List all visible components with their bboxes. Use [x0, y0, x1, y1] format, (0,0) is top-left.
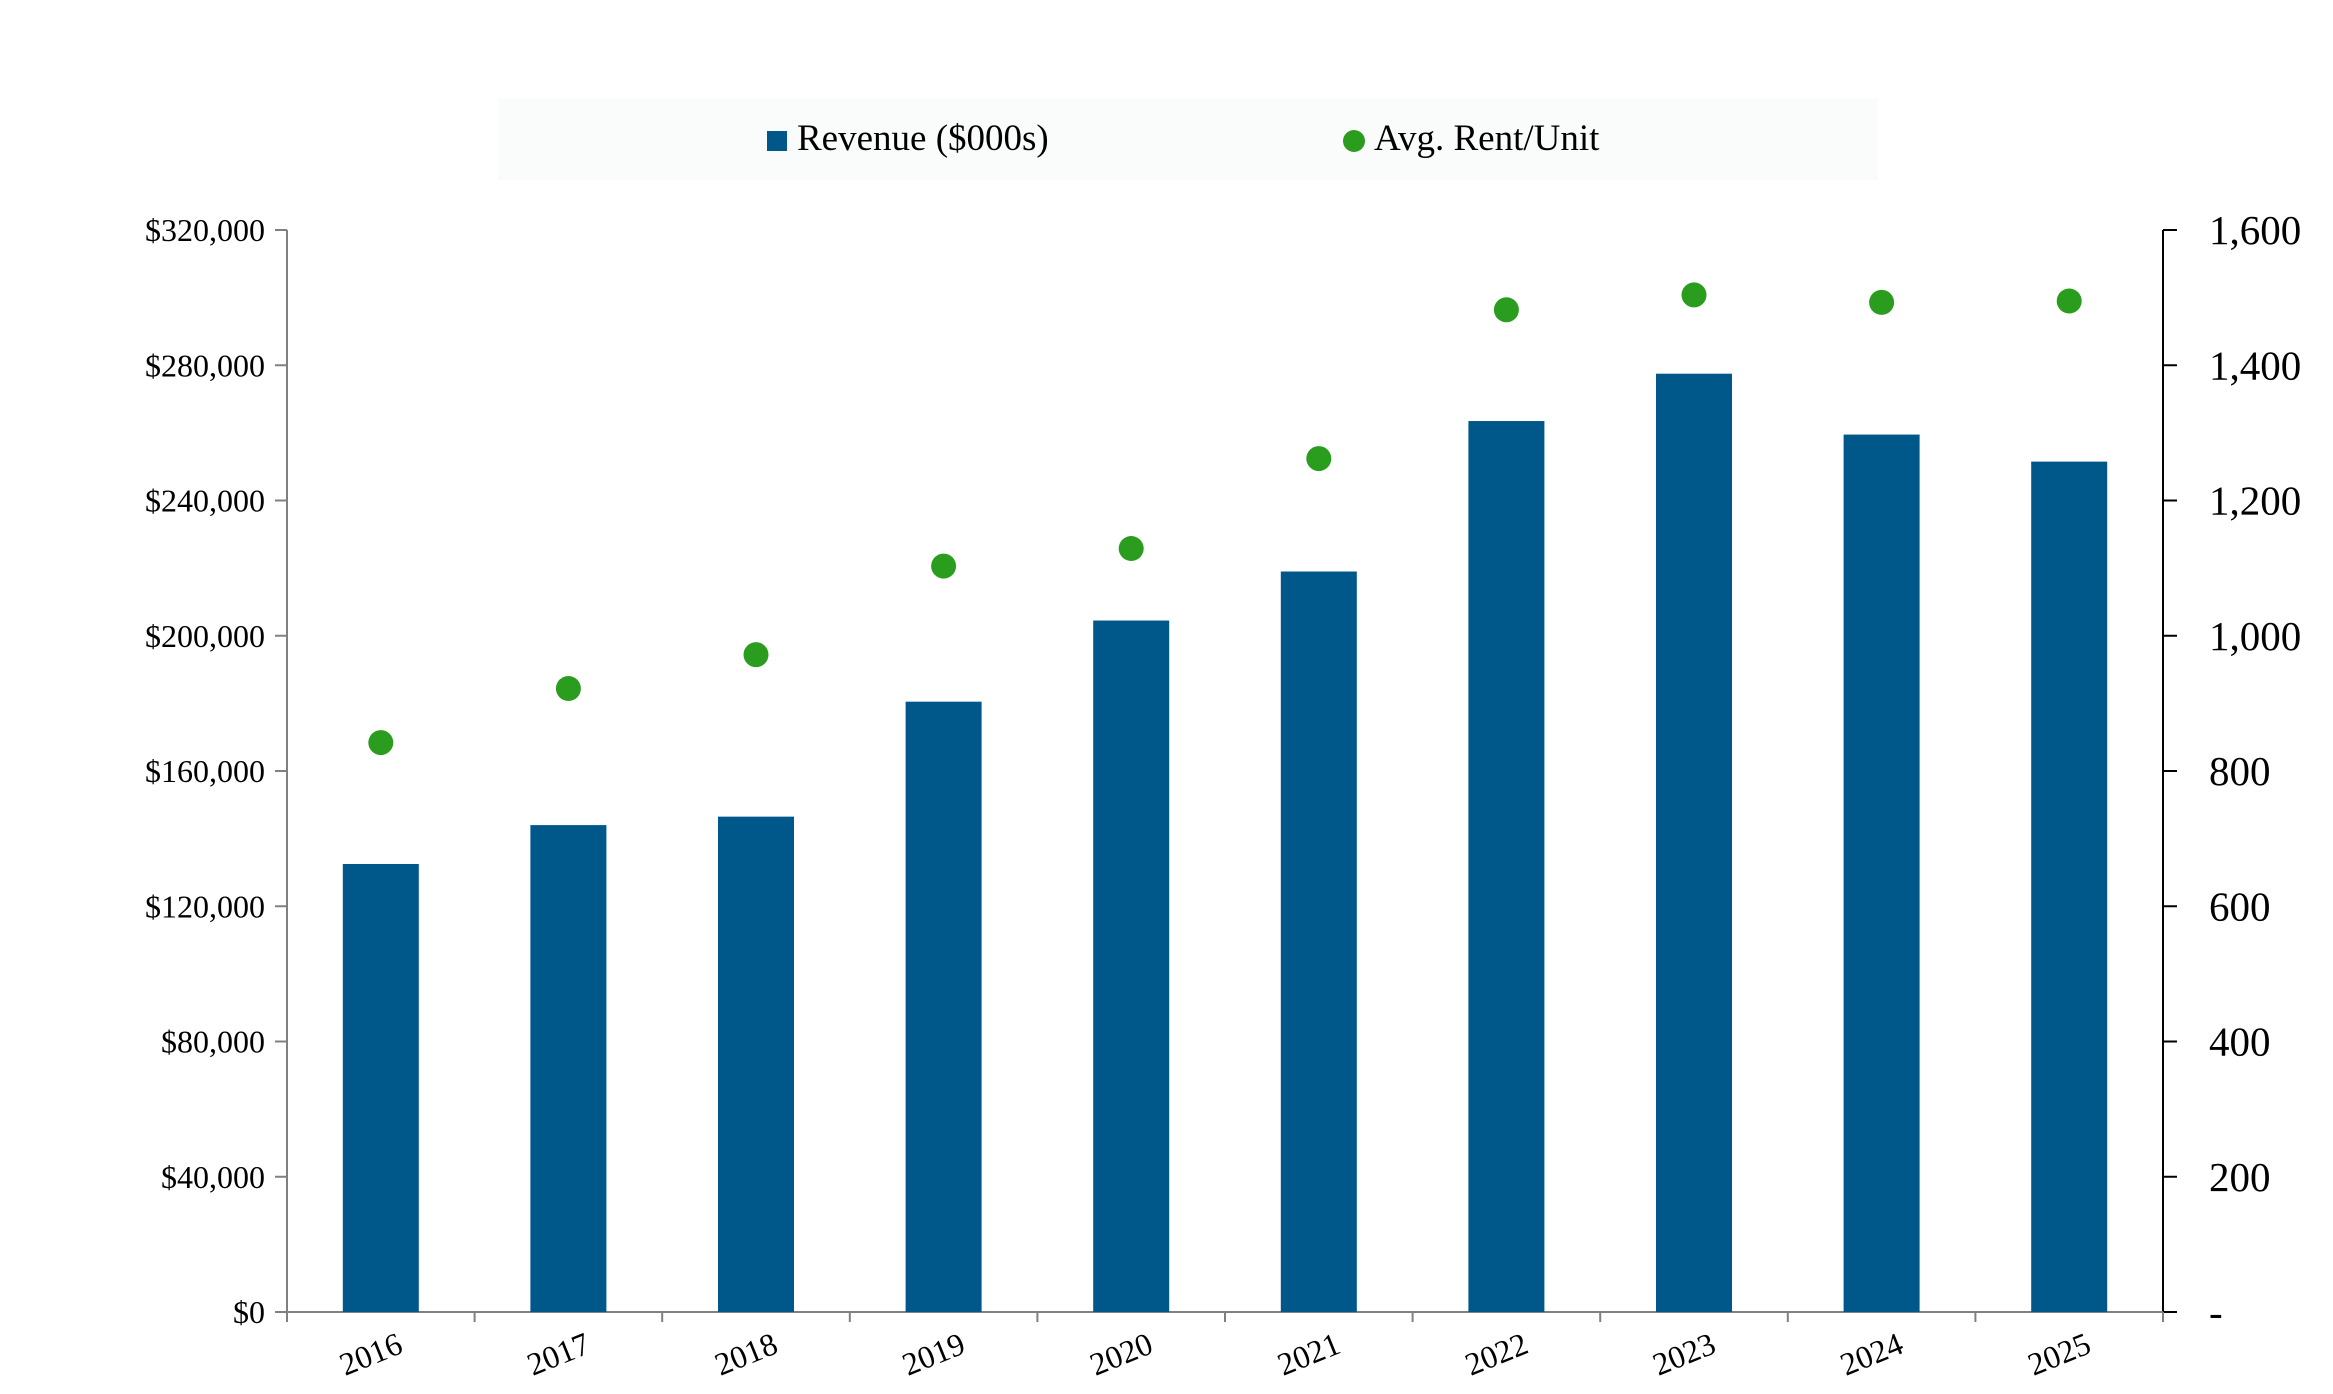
x-tick-label: 2016 — [334, 1325, 407, 1382]
revenue-bar — [2031, 461, 2108, 1313]
revenue-bar — [1280, 571, 1357, 1312]
right-tick-label: 1,600 — [2209, 207, 2301, 253]
avg-rent-point — [1869, 289, 1895, 315]
x-tick-label: 2024 — [1835, 1325, 1908, 1382]
avg-rent-point — [368, 730, 394, 756]
avg-rent-point — [931, 553, 957, 579]
revenue-bar — [1843, 434, 1920, 1312]
x-tick-label: 2022 — [1460, 1325, 1533, 1382]
right-tick-label: 1,400 — [2209, 342, 2301, 388]
right-tick-label: 200 — [2209, 1154, 2271, 1200]
revenue-bar — [342, 863, 419, 1312]
x-tick-label: 2017 — [522, 1325, 595, 1382]
left-tick-label: $160,000 — [145, 753, 265, 789]
legend-swatch-revenue — [767, 131, 787, 151]
x-tick-label: 2019 — [897, 1325, 970, 1382]
avg-rent-points — [368, 282, 2082, 756]
right-tick-label: 1,000 — [2209, 613, 2301, 659]
tick-labels: $0 $40,000 $80,000 $120,000 $160,000 $200,000… — [145, 207, 2301, 1382]
legend: Revenue ($000s) Avg. Rent/Unit — [498, 98, 1878, 180]
legend-swatch-avg-rent — [1343, 130, 1365, 152]
right-tick-label: 800 — [2209, 748, 2271, 794]
right-tick-label: 400 — [2209, 1019, 2271, 1065]
avg-rent-point — [1118, 536, 1144, 562]
revenue-bars — [342, 373, 2108, 1313]
revenue-bar — [718, 816, 794, 1312]
avg-rent-point — [1493, 297, 1519, 323]
right-tick-label: 600 — [2209, 883, 2271, 929]
left-tick-label: $280,000 — [145, 347, 265, 383]
avg-rent-point — [555, 675, 581, 701]
revenue-bar — [1656, 373, 1732, 1312]
avg-rent-point — [743, 642, 769, 668]
revenue-bar — [1093, 620, 1170, 1312]
legend-background — [498, 98, 1878, 180]
left-tick-label: $40,000 — [161, 1159, 265, 1195]
avg-rent-point — [2056, 288, 2082, 314]
revenue-bar — [530, 825, 607, 1312]
avg-rent-point — [1306, 446, 1332, 472]
left-tick-label: $0 — [233, 1294, 265, 1330]
left-tick-label: $80,000 — [161, 1024, 265, 1060]
revenue-bar — [1468, 421, 1545, 1312]
left-tick-label: $200,000 — [145, 618, 265, 654]
legend-label-revenue: Revenue ($000s) — [797, 118, 1049, 159]
avg-rent-point — [1681, 282, 1707, 308]
legend-label-avg-rent: Avg. Rent/Unit — [1374, 118, 1600, 159]
revenue-bar — [905, 701, 982, 1312]
x-tick-label: 2018 — [709, 1325, 782, 1382]
x-tick-label: 2020 — [1085, 1325, 1158, 1382]
right-tick-label: 1,200 — [2209, 478, 2301, 524]
left-tick-label: $320,000 — [145, 212, 265, 248]
left-tick-label: $240,000 — [145, 483, 265, 519]
right-tick-label: - — [2209, 1289, 2223, 1335]
x-tick-label: 2021 — [1272, 1325, 1345, 1382]
x-tick-label: 2023 — [1647, 1325, 1720, 1382]
x-tick-label: 2025 — [2023, 1325, 2096, 1382]
left-tick-label: $120,000 — [145, 888, 265, 924]
